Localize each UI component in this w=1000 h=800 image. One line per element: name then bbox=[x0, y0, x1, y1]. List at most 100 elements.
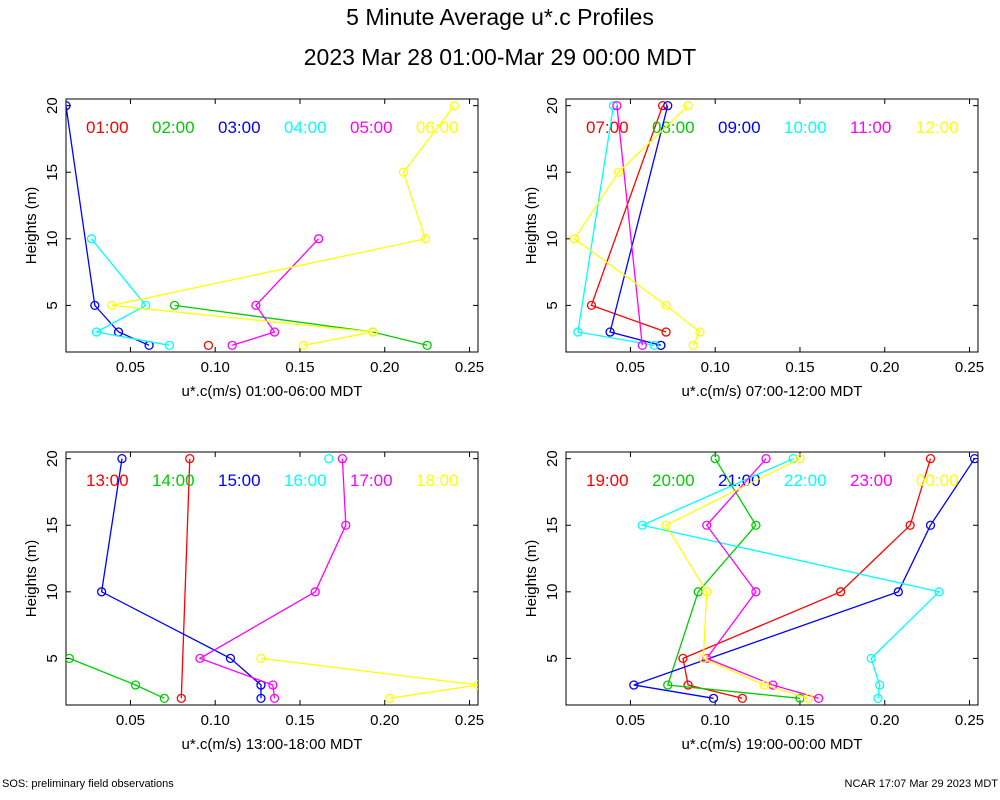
x-tick-label: 0.20 bbox=[370, 712, 399, 729]
legend-entry: 19:00 bbox=[586, 471, 629, 490]
y-tick-label: 15 bbox=[544, 164, 561, 181]
series-line bbox=[665, 458, 809, 699]
plot-frame bbox=[65, 451, 479, 706]
x-tick-label: 0.15 bbox=[785, 712, 814, 729]
y-tick-label: 15 bbox=[44, 517, 61, 534]
legend-entry: 06:00 bbox=[416, 118, 459, 137]
legend-entry: 08:00 bbox=[652, 118, 695, 137]
series-20:00 bbox=[663, 454, 805, 703]
legend-entry: 13:00 bbox=[86, 471, 129, 490]
legend-entry: 11:00 bbox=[850, 118, 891, 137]
data-point bbox=[683, 101, 693, 111]
series-21:00 bbox=[629, 454, 978, 703]
series-01:00 bbox=[203, 340, 214, 350]
legend-entry: 03:00 bbox=[218, 118, 261, 137]
y-tick-label: 5 bbox=[44, 654, 61, 662]
data-point bbox=[759, 680, 770, 690]
series-line bbox=[174, 304, 428, 346]
legend-entry: 01:00 bbox=[86, 118, 129, 137]
data-point bbox=[613, 167, 624, 177]
series-15:00 bbox=[96, 454, 266, 703]
data-point bbox=[637, 340, 647, 350]
panels: 0.05 0.10 0.15 0.20 0.25 5 10 15 20 u*.c(m/s) 01:… bbox=[23, 97, 984, 753]
data-point bbox=[688, 340, 698, 350]
data-point bbox=[256, 653, 266, 664]
legend-entry: 16:00 bbox=[284, 471, 327, 490]
panel-2: 0.05 0.10 0.15 0.20 0.25 5 10 15 20 u*.c(m/s) 07:… bbox=[523, 97, 984, 400]
legend-entry: 18:00 bbox=[416, 471, 459, 490]
series-23:00 bbox=[702, 454, 824, 703]
data-point bbox=[573, 327, 583, 337]
data-point bbox=[708, 693, 719, 703]
y-tick-label: 15 bbox=[544, 517, 561, 534]
series-07:00 bbox=[586, 101, 671, 337]
series-13:00 bbox=[176, 454, 195, 703]
data-point bbox=[313, 234, 324, 244]
data-point bbox=[661, 520, 671, 530]
plot-frame bbox=[565, 451, 979, 706]
x-axis-label: u*.c(m/s) 13:00-18:00 MDT bbox=[182, 736, 363, 753]
y-axis-label: Heights (m) bbox=[23, 187, 40, 265]
series-line bbox=[573, 105, 701, 346]
y-tick-label: 10 bbox=[44, 230, 61, 247]
chart-title: 5 Minute Average u*.c Profiles bbox=[346, 4, 654, 30]
series-line bbox=[640, 458, 941, 699]
data-point bbox=[702, 587, 712, 597]
data-point bbox=[341, 520, 351, 530]
series-00:00 bbox=[661, 454, 814, 703]
x-tick-label: 0.10 bbox=[701, 712, 730, 729]
data-point bbox=[473, 680, 478, 690]
legend-entry: 17:00 bbox=[350, 471, 393, 490]
x-tick-label: 0.25 bbox=[455, 359, 484, 376]
series-16:00 bbox=[324, 454, 334, 464]
series-10:00 bbox=[573, 101, 659, 350]
x-tick-label: 0.10 bbox=[701, 359, 730, 376]
data-point bbox=[420, 234, 431, 244]
series-line bbox=[198, 458, 347, 699]
data-point bbox=[893, 587, 903, 597]
data-point bbox=[385, 693, 395, 703]
data-point bbox=[925, 454, 936, 464]
data-point bbox=[185, 454, 195, 464]
data-point bbox=[661, 300, 671, 311]
data-point bbox=[803, 693, 814, 703]
y-tick-label: 15 bbox=[44, 164, 61, 181]
legend-entry: 07:00 bbox=[586, 118, 629, 137]
data-point bbox=[449, 101, 459, 111]
data-point bbox=[836, 587, 846, 597]
data-point bbox=[934, 587, 944, 597]
x-tick-label: 0.20 bbox=[870, 712, 899, 729]
series-line bbox=[577, 105, 655, 346]
series-line bbox=[69, 657, 165, 699]
series-11:00 bbox=[612, 101, 647, 350]
footer-left: SOS: preliminary field observations bbox=[2, 778, 174, 790]
data-point bbox=[66, 101, 71, 111]
legend-entry: 04:00 bbox=[284, 118, 327, 137]
data-point bbox=[91, 327, 102, 337]
panel-4: 0.05 0.10 0.15 0.20 0.25 5 10 15 20 u*.c(m/s) 19:… bbox=[523, 450, 984, 753]
data-point bbox=[117, 454, 127, 464]
data-point bbox=[649, 340, 659, 350]
data-point bbox=[130, 680, 141, 690]
data-point bbox=[569, 234, 580, 244]
series-19:00 bbox=[678, 454, 936, 703]
series-04:00 bbox=[86, 234, 175, 350]
series-line bbox=[682, 458, 932, 699]
series-line bbox=[666, 458, 801, 699]
data-point bbox=[751, 520, 761, 530]
legend-entry: 14:00 bbox=[152, 471, 195, 490]
data-point bbox=[96, 587, 107, 597]
legend-entry: 15:00 bbox=[218, 471, 261, 490]
data-point bbox=[164, 340, 175, 350]
x-tick-label: 0.10 bbox=[201, 359, 230, 376]
y-tick-label: 5 bbox=[544, 654, 561, 662]
series-06:00 bbox=[107, 101, 459, 350]
series-line bbox=[616, 105, 643, 346]
y-tick-label: 20 bbox=[44, 450, 61, 467]
data-point bbox=[398, 167, 409, 177]
y-tick-label: 10 bbox=[544, 583, 561, 600]
series-line bbox=[100, 458, 262, 699]
data-point bbox=[663, 101, 673, 111]
y-tick-label: 20 bbox=[44, 97, 61, 114]
panel-3: 0.05 0.10 0.15 0.20 0.25 5 10 15 20 u*.c(m/s) 13:… bbox=[23, 450, 484, 753]
